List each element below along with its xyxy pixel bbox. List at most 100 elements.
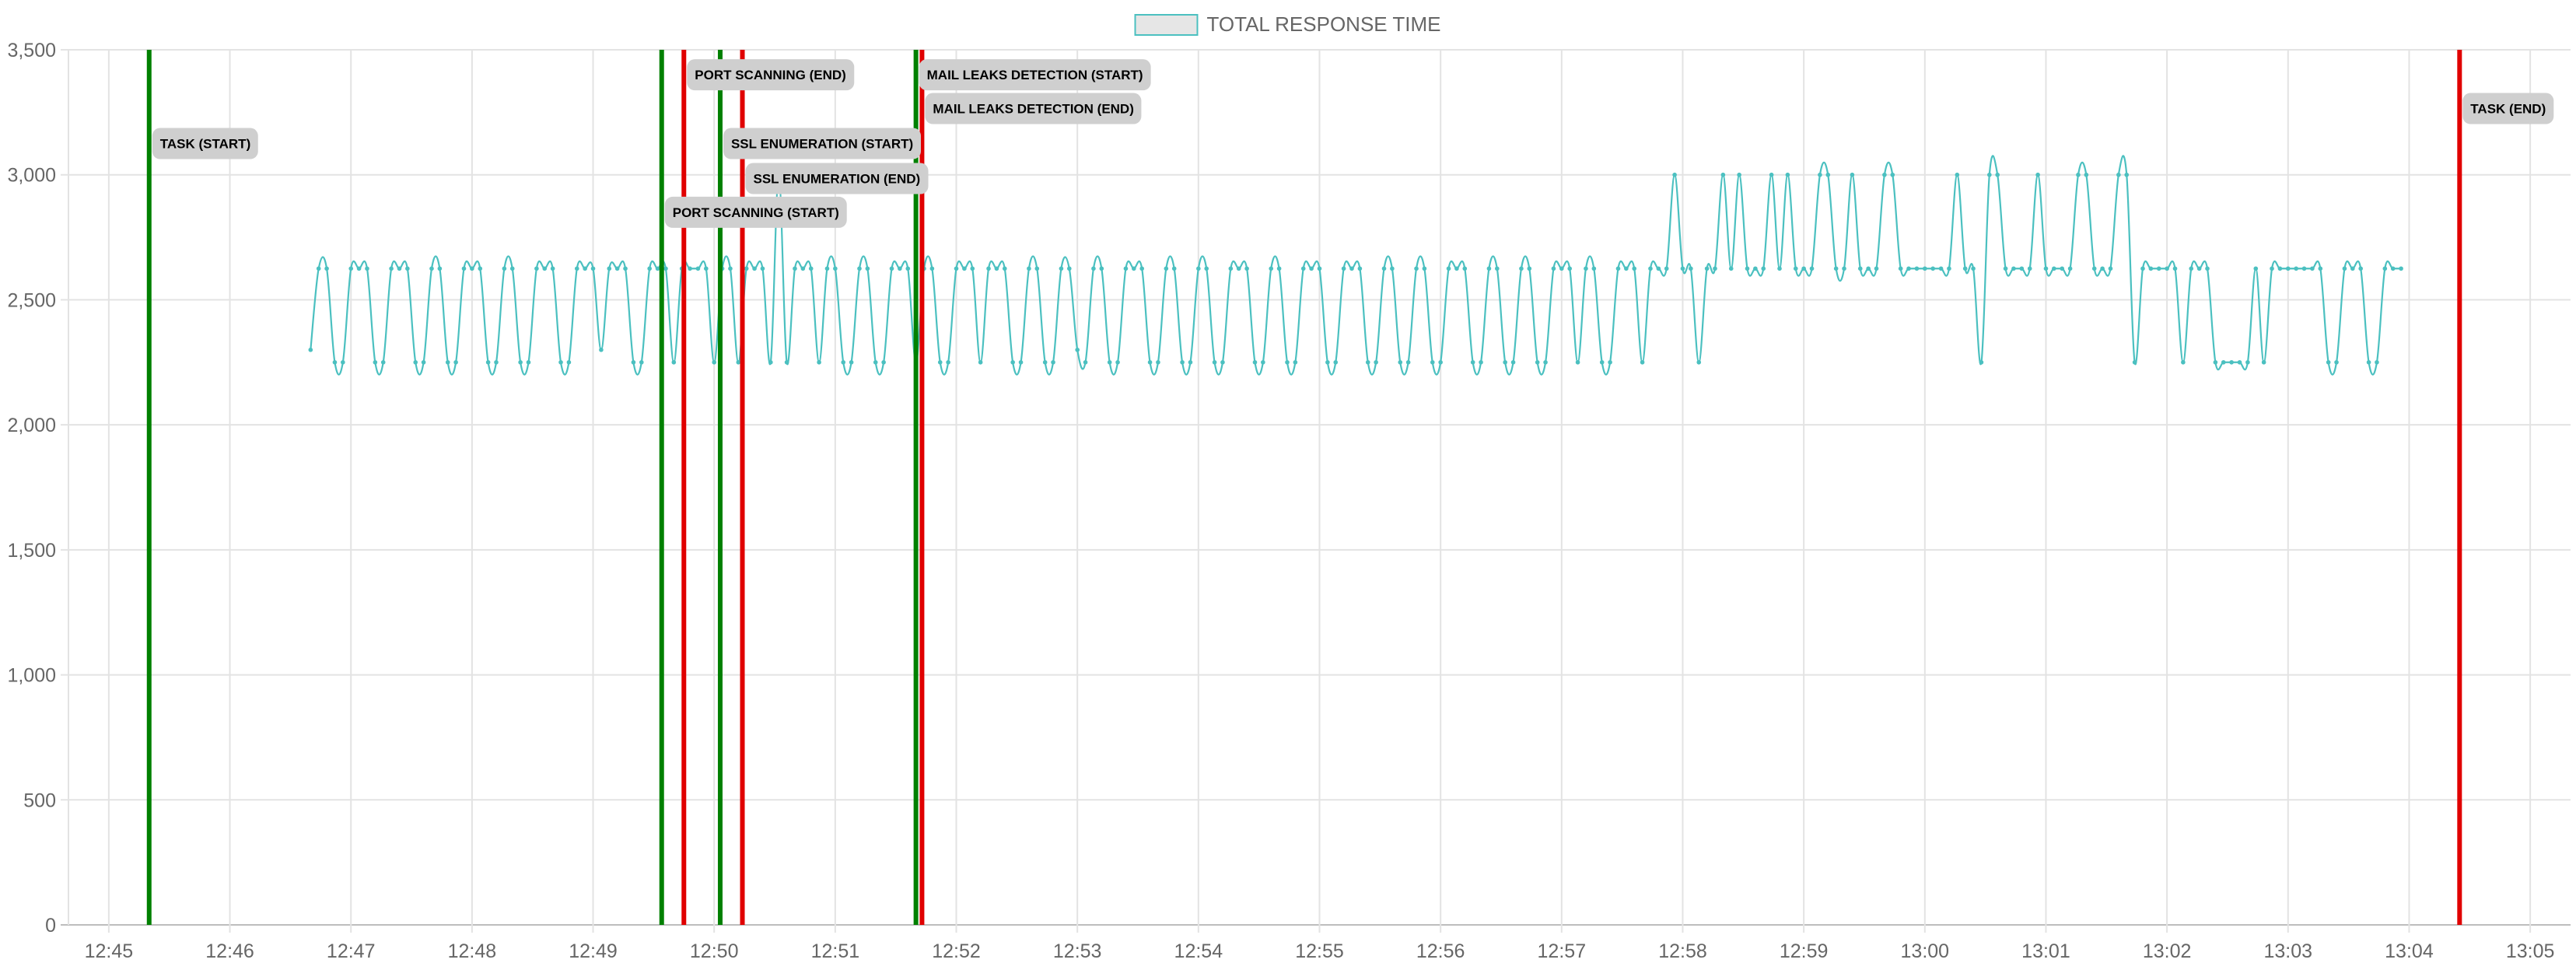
data-point <box>1479 359 1483 365</box>
data-point <box>445 359 450 365</box>
y-tick-label: 3,000 <box>7 165 56 187</box>
data-point <box>1519 266 1524 271</box>
data-point <box>1059 266 1064 271</box>
data-point <box>2334 359 2339 365</box>
event-label: SSL ENUMERATION (START) <box>723 128 921 159</box>
x-tick-label: 12:52 <box>932 940 981 962</box>
data-point <box>1947 266 1951 271</box>
data-point <box>1632 266 1637 271</box>
data-point <box>1527 266 1532 271</box>
data-point <box>308 347 313 352</box>
data-point <box>1672 172 1677 177</box>
data-point <box>1809 266 1815 271</box>
data-point <box>1018 359 1024 365</box>
data-point <box>1027 266 1031 271</box>
data-point <box>542 266 548 271</box>
series-layer <box>308 155 2403 376</box>
data-point <box>566 359 572 365</box>
data-point <box>1680 266 1685 271</box>
data-point <box>978 359 983 365</box>
x-tick-label: 12:55 <box>1295 940 1344 962</box>
event-label: TASK (END) <box>2462 93 2554 124</box>
event-label: MAIL LEAKS DETECTION (START) <box>919 59 1151 91</box>
event-label: TASK (START) <box>152 128 258 159</box>
data-point <box>1486 266 1492 271</box>
data-point <box>1236 266 1241 271</box>
data-point <box>1462 266 1468 271</box>
data-point <box>808 266 814 271</box>
data-point <box>470 266 474 271</box>
data-point <box>1793 266 1798 271</box>
data-point <box>688 266 692 271</box>
data-point <box>509 266 515 271</box>
data-point <box>1850 172 1855 177</box>
data-point <box>1374 359 1378 365</box>
data-point <box>1446 266 1451 271</box>
data-point <box>1664 266 1669 271</box>
data-point <box>1139 266 1144 271</box>
data-point <box>1825 172 1831 177</box>
event-label-text: TASK (END) <box>2470 102 2546 117</box>
data-point <box>1801 266 1806 271</box>
data-point <box>2277 266 2283 271</box>
x-tick-label: 12:49 <box>569 940 618 962</box>
data-point <box>1147 359 1153 365</box>
data-point <box>2245 359 2250 365</box>
data-point <box>2213 359 2218 365</box>
data-point <box>2003 266 2008 271</box>
y-tick-label: 2,000 <box>7 415 56 436</box>
data-point <box>704 266 709 271</box>
legend-entry[interactable]: TOTAL RESPONSE TIME <box>1134 12 1441 36</box>
data-point <box>1422 266 1427 271</box>
data-point <box>1971 266 1976 271</box>
series-line <box>310 155 2402 376</box>
data-point <box>1188 359 1193 365</box>
data-point <box>954 266 959 271</box>
legend[interactable]: TOTAL RESPONSE TIME <box>1134 12 1441 36</box>
data-point <box>2294 266 2298 271</box>
data-point <box>2124 172 2130 177</box>
data-point <box>1381 266 1387 271</box>
data-point <box>994 266 999 271</box>
data-point <box>2205 266 2210 271</box>
x-tick-label: 12:53 <box>1053 940 1102 962</box>
data-point <box>800 266 806 271</box>
x-tick-label: 13:00 <box>1901 940 1950 962</box>
data-point <box>590 266 596 271</box>
data-point <box>2035 172 2040 177</box>
data-point <box>1333 359 1339 365</box>
data-point <box>849 359 854 365</box>
data-point <box>1309 266 1314 271</box>
data-point <box>1132 266 1136 271</box>
y-tick-label: 1,000 <box>7 665 56 687</box>
data-point <box>1390 266 1395 271</box>
data-point <box>1640 359 1645 365</box>
data-point <box>478 266 483 271</box>
data-point <box>736 359 741 365</box>
data-point <box>728 266 733 271</box>
data-point <box>1979 359 1984 365</box>
data-point <box>2076 172 2081 177</box>
data-point <box>2043 266 2049 271</box>
data-point <box>316 266 321 271</box>
x-tick-label: 12:48 <box>448 940 497 962</box>
data-point <box>1608 359 1612 365</box>
data-point <box>1995 172 2000 177</box>
data-point <box>1737 172 1741 177</box>
data-point <box>2270 266 2274 271</box>
data-point <box>2116 172 2121 177</box>
data-point <box>1914 266 1920 271</box>
axes: 0 500 1,000 1,500 2,000 2,500 3,000 3,500 12:45 1… <box>7 40 2554 962</box>
data-point <box>1874 266 1879 271</box>
annotations: TASK (START) PORT SCANNING (START) PORT SC… <box>146 50 2554 925</box>
data-point <box>1930 266 1935 271</box>
data-point <box>1244 266 1249 271</box>
data-point <box>1115 359 1120 365</box>
x-tick-label: 12:45 <box>85 940 134 962</box>
data-point <box>2156 266 2161 271</box>
data-point <box>1761 266 1766 271</box>
data-point <box>841 359 846 365</box>
data-point <box>1745 266 1750 271</box>
data-point <box>2382 266 2388 271</box>
data-point <box>2132 359 2137 365</box>
